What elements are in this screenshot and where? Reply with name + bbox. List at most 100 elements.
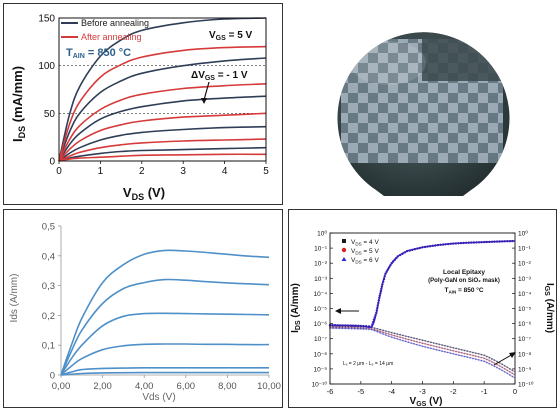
igs-marker (402, 337, 404, 339)
ids-marker (380, 287, 383, 291)
igs-marker (356, 327, 359, 330)
vgs-annotation: VGS = 5 V (209, 30, 253, 42)
igs-marker (485, 355, 488, 358)
igs-marker (455, 347, 457, 350)
igs-marker (460, 355, 463, 357)
y-tick-label-right: 10⁰ (518, 230, 528, 238)
ids-marker (388, 266, 391, 269)
legend-label-after: After annealing (81, 32, 142, 42)
ids-marker (380, 285, 384, 288)
igs-marker (444, 344, 446, 347)
y-axis-label: IDS (A/mm) (290, 283, 302, 333)
legend: VDS = 4 V VDS = 5 V VDS = 6 V (341, 239, 379, 265)
ids-marker (441, 243, 445, 246)
igs-marker (488, 363, 491, 365)
igs-marker (477, 359, 480, 361)
ids-marker (331, 324, 334, 327)
y-tick-label: 150 (38, 14, 55, 25)
ids-marker (477, 241, 481, 244)
igs-marker (483, 354, 486, 357)
series-line-3 (60, 343, 270, 376)
igs-marker (396, 335, 399, 338)
ids-marker (506, 240, 509, 243)
igs-marker (413, 337, 415, 340)
ids-marker (341, 324, 344, 327)
igs-marker (407, 341, 410, 343)
igs-marker (376, 328, 379, 330)
igs-marker (387, 333, 390, 335)
x-tick-label: 1 (98, 166, 104, 177)
legend-label-before: Before annealing (81, 18, 149, 28)
legend-label-vds5: VDS = 5 V (351, 248, 379, 256)
igs-marker (424, 340, 427, 342)
ids-marker (393, 258, 396, 261)
igs-marker (430, 341, 432, 344)
x-tick-label: 0 (513, 387, 517, 396)
igs-marker (446, 348, 449, 351)
series-line-0 (58, 17, 267, 162)
series-line-1 (58, 57, 267, 162)
igs-marker (430, 347, 432, 350)
ids-marker (372, 320, 375, 324)
igs-marker (407, 335, 410, 338)
igs-marker (466, 353, 469, 356)
x-tick-label: -3 (419, 387, 426, 396)
ids-marker (392, 260, 395, 263)
ids-marker (503, 240, 506, 243)
igs-marker (390, 334, 393, 336)
igs-marker (483, 357, 486, 360)
log-chart-svg: 10⁻¹⁰ 10⁻¹⁰ 10⁻⁹ 10⁻⁹ 10⁻⁸ 10⁻⁸ 10⁻⁷ 10⁻⁷ 10⁻⁶ 10… (290, 230, 555, 408)
ids-marker (362, 324, 365, 328)
output-chart-vds: 0 0,1 0,2 0,3 0,4 0,5 0,00 2,00 4,00 6,00 8,00 10,0… (3, 209, 283, 408)
igs-marker (435, 348, 438, 351)
igs-marker (449, 352, 452, 354)
transfer-chart-log: 10⁻¹⁰ 10⁻¹⁰ 10⁻⁹ 10⁻⁹ 10⁻⁸ 10⁻⁸ 10⁻⁷ 10⁻⁷ 10⁻⁶ 10… (288, 209, 557, 408)
igs-marker (404, 335, 407, 337)
igs-marker (463, 352, 466, 355)
ids-marker (385, 270, 388, 273)
ids-marker (508, 240, 512, 243)
ids-marker (376, 306, 379, 310)
igs-marker (460, 348, 463, 351)
series-line-7 (58, 112, 267, 162)
y-tick-label-right: 10⁻⁶ (518, 321, 532, 328)
igs-marker (466, 356, 469, 359)
x-tick-label: 2 (139, 166, 145, 177)
igs-marker (435, 345, 438, 348)
y2-axis-label: IGS (A/mm) (543, 283, 555, 333)
ids-marker (488, 240, 491, 244)
ids-marker (434, 244, 437, 247)
ids-marker (472, 241, 476, 244)
igs-marker (427, 340, 429, 343)
ids-marker (454, 242, 458, 245)
y-tick-label-left: 10⁻³ (314, 276, 328, 283)
igs-marker (491, 364, 493, 366)
ids-marker (379, 292, 382, 295)
legend-label-vds6: VDS = 6 V (351, 257, 379, 265)
igs-marker (341, 327, 344, 330)
ids-marker (375, 311, 378, 315)
igs-marker (474, 358, 477, 361)
ids-marker (423, 245, 427, 249)
ids-marker (384, 272, 387, 275)
igs-marker (373, 327, 376, 329)
y-axis-label: Ids (A/mm) (9, 274, 20, 323)
igs-marker (370, 328, 373, 331)
igs-marker (379, 332, 382, 334)
igs-marker (350, 327, 353, 330)
y-tick-label-left: 10⁰ (317, 230, 327, 238)
igs-marker (503, 365, 506, 367)
ids-marker (470, 241, 473, 244)
ids-marker (367, 325, 371, 328)
vds-chart-svg: 0 0,1 0,2 0,3 0,4 0,5 0,00 2,00 4,00 6,00 8,00 10,0… (9, 222, 281, 404)
igs-marker (488, 359, 491, 362)
igs-marker (452, 349, 455, 352)
igs-marker (501, 366, 504, 369)
igs-marker (385, 330, 387, 332)
igs-marker (382, 333, 384, 335)
igs-marker (472, 354, 474, 357)
y-axis-label: IDS (mA/mm) (10, 66, 27, 142)
ids-marker (373, 316, 376, 319)
igs-marker (332, 327, 334, 330)
igs-marker (382, 329, 384, 332)
